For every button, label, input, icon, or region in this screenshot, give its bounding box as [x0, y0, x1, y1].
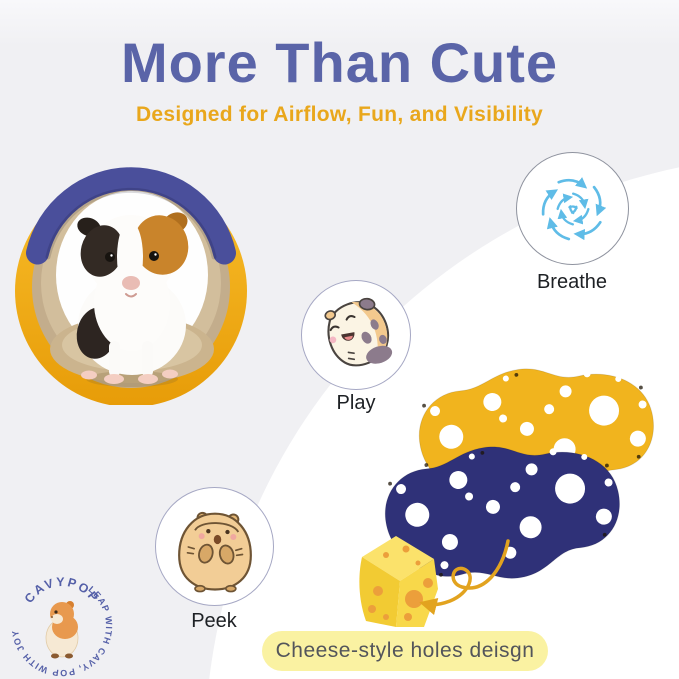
cavypop-logo: CAVYPOP LEAP WITH CAVY, POP WITH JOY [10, 575, 113, 678]
cheese-wedge-callout [359, 536, 510, 627]
peeking-guinea-pig-icon [177, 511, 252, 592]
cheese-wedge-icon [359, 536, 438, 627]
airflow-swirl-icon [541, 176, 606, 240]
laughing-guinea-pig-icon [324, 297, 393, 367]
peek-badge [155, 487, 274, 606]
page-title: More Than Cute [120, 31, 559, 94]
guinea-pig-tunnel-photo [15, 167, 247, 405]
top-sheen [0, 0, 679, 46]
logo-guinea-pig-icon [45, 601, 79, 659]
peek-label: Peek [191, 610, 237, 632]
callout-pill: Cheese-style holes deisgn [262, 631, 548, 671]
page-subtitle: Designed for Airflow, Fun, and Visibilit… [135, 103, 544, 126]
play-label: Play [336, 392, 376, 414]
curved-arrow-icon [419, 539, 510, 616]
play-badge [301, 280, 411, 390]
breathe-label: Breathe [536, 271, 608, 293]
guinea-pig-figure [76, 212, 189, 387]
breathe-badge [516, 152, 629, 265]
